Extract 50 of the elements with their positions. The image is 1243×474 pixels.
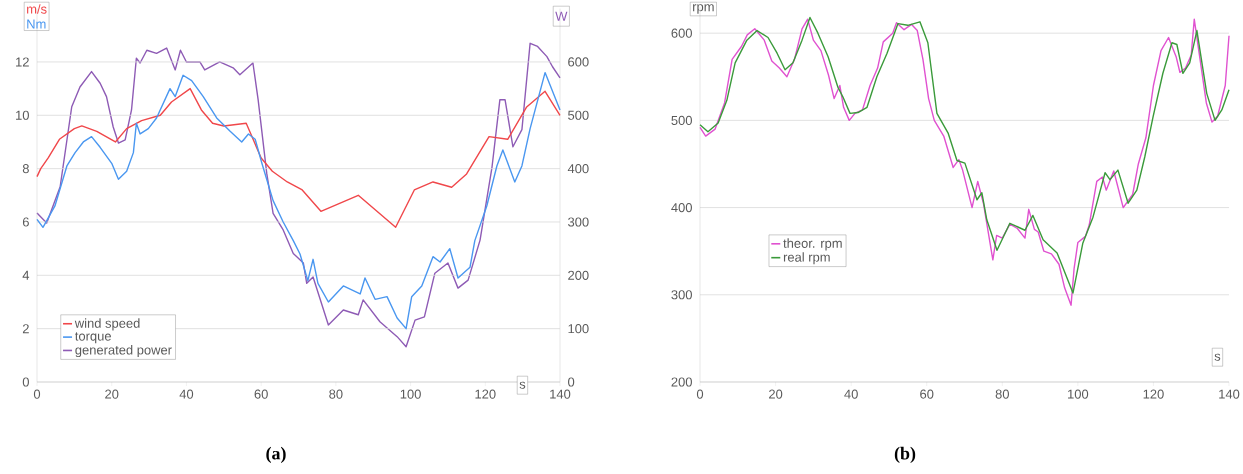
legend-label: torque [75, 332, 111, 344]
text: (a) [266, 446, 286, 464]
x-tick-label: 120 [475, 389, 496, 399]
x-tick-label: 20 [769, 389, 783, 399]
y2-tick-label: 400 [567, 164, 589, 174]
y-tick-label: 12 [16, 57, 29, 67]
y-tick-label: 200 [671, 377, 692, 387]
y2-tick-label: 100 [568, 324, 589, 334]
y-tick-label: 8 [22, 164, 29, 174]
line-series [36, 71, 561, 330]
y-tick-label: 600 [671, 28, 692, 38]
x-tick-label: 120 [1143, 389, 1164, 399]
y2-tick-label: 0 [568, 377, 575, 387]
legend-label: wind speed [74, 318, 140, 331]
x-tick-label: 40 [179, 389, 194, 399]
y-tick-label: 0 [22, 377, 29, 387]
x-tick-label: 60 [254, 389, 268, 399]
x-tick-label: 80 [329, 389, 343, 399]
line-series [36, 87, 561, 228]
y2-tick-label: 500 [568, 110, 589, 120]
y2-tick-label: 200 [568, 270, 589, 280]
y2-tick-label: 300 [568, 217, 589, 227]
y-tick-label: 2 [22, 324, 29, 334]
y2-axis-title: W [555, 11, 568, 21]
y-tick-label: 4 [22, 270, 30, 280]
y-axis-title: m/s [27, 4, 47, 14]
x-tick-label: 0 [696, 389, 704, 399]
x-tick-label: 40 [844, 389, 858, 399]
y-tick-label: 500 [671, 115, 692, 125]
x-axis-title: s [1214, 353, 1221, 361]
x-tick-label: 140 [1219, 389, 1240, 399]
x-tick-label: 80 [995, 389, 1009, 399]
x-tick-label: 60 [920, 389, 934, 399]
x-axis-title: s [519, 381, 526, 389]
x-tick-label: 100 [1068, 389, 1089, 399]
x-tick-label: 100 [400, 389, 421, 399]
x-tick-label: 20 [105, 389, 119, 399]
y-axis-title: rpm [693, 4, 714, 14]
text: (b) [894, 446, 916, 464]
y2-tick-label: 600 [568, 57, 589, 67]
y-tick-label: 400 [671, 202, 692, 213]
annotation: Nm [27, 19, 46, 29]
y-tick-label: 6 [22, 217, 29, 227]
legend-label: generated power [75, 345, 172, 358]
x-tick-label: 0 [33, 389, 41, 399]
x-tick-label: 140 [550, 389, 571, 399]
y-tick-label: 10 [16, 110, 29, 120]
legend-label: theor. rpm [783, 238, 842, 251]
y-tick-label: 300 [671, 290, 692, 300]
legend-label: real rpm [783, 252, 830, 265]
